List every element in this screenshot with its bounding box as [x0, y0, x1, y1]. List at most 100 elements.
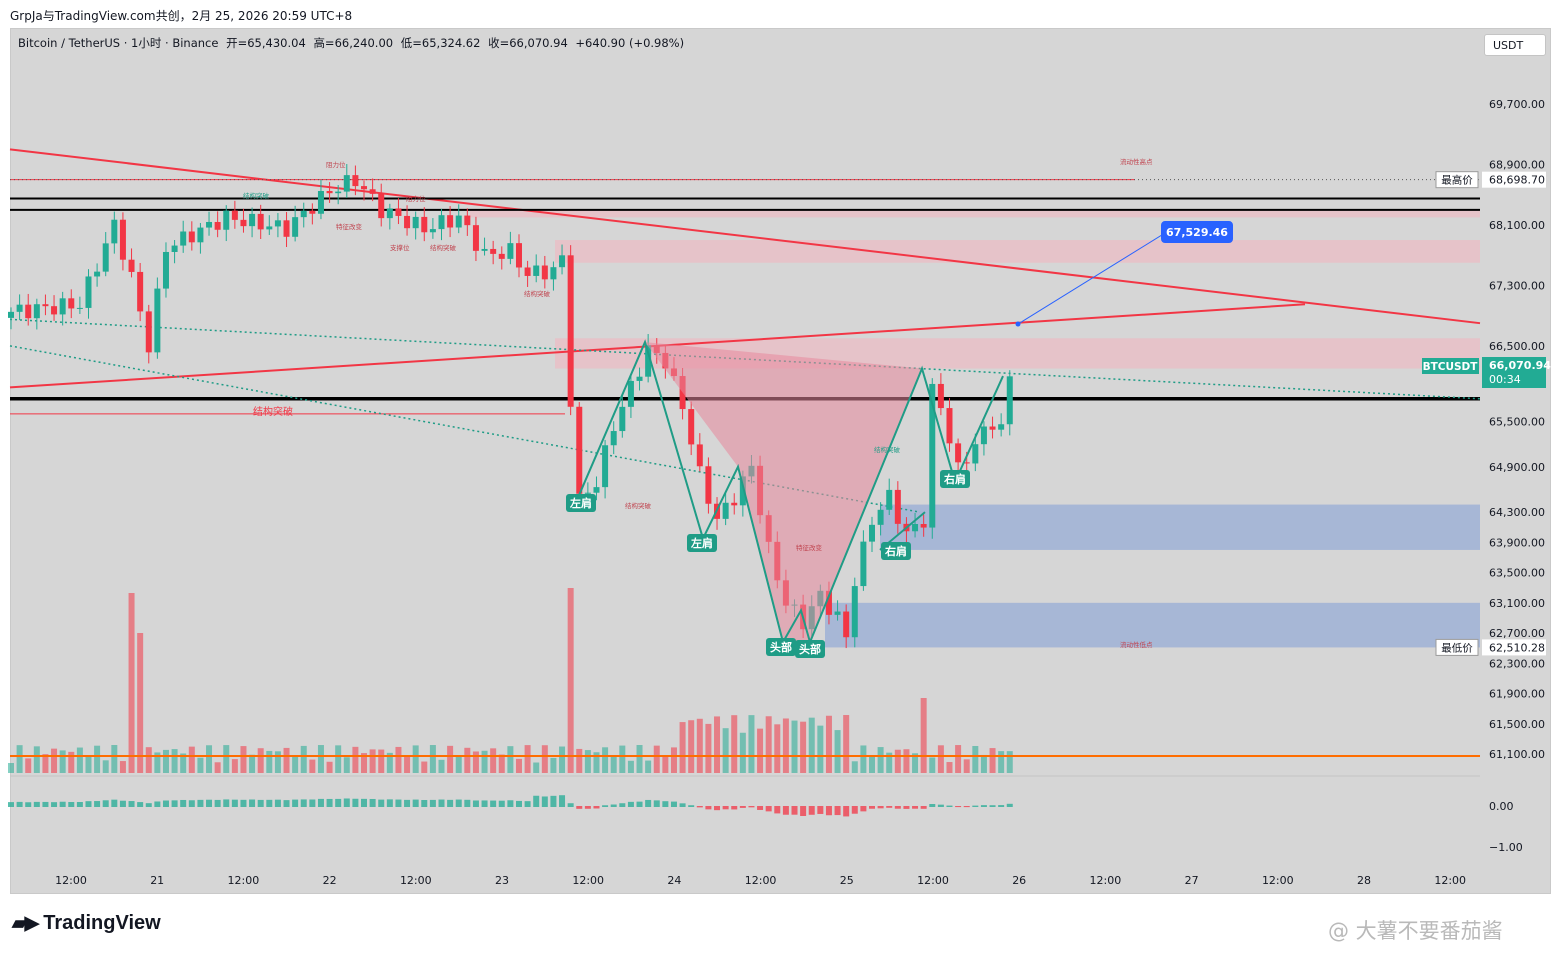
macd-histogram-bar: [739, 806, 746, 808]
volume-bar: [145, 747, 152, 773]
macd-histogram-bar: [946, 805, 953, 807]
macd-histogram-bar: [33, 801, 40, 807]
time-tick-label: 22: [323, 874, 337, 887]
pattern-label-badge: [795, 640, 825, 658]
candle-body: [920, 524, 927, 528]
supply-zone: [555, 240, 1480, 263]
pattern-label-badge: [940, 470, 970, 488]
volume-bar: [51, 748, 58, 773]
volume-bar: [714, 716, 721, 773]
volume-bar: [782, 718, 789, 773]
candle-body: [989, 426, 996, 430]
candle-body: [636, 376, 643, 381]
candle-body: [524, 267, 531, 276]
candle-body: [490, 248, 497, 254]
volume-bar: [662, 756, 669, 773]
volume-bar: [188, 746, 195, 773]
candle-body: [369, 189, 376, 194]
candle-body: [180, 231, 187, 246]
volume-bar: [162, 749, 169, 773]
volume-bar: [886, 752, 893, 773]
macd-histogram-bar: [257, 799, 264, 807]
volume-bar: [980, 754, 987, 773]
macd-histogram-bar: [51, 802, 58, 807]
price-tick-label: 61,900.00: [1489, 688, 1545, 701]
macd-histogram-bar: [59, 801, 66, 807]
macd-histogram-bar: [214, 799, 221, 807]
volume-bar: [748, 715, 755, 773]
macd-histogram-bar: [145, 803, 152, 807]
volume-bar: [300, 745, 307, 773]
time-tick-label: 28: [1357, 874, 1371, 887]
macd-histogram-bar: [972, 805, 979, 807]
macd-histogram-bar: [576, 806, 583, 809]
volume-bar: [808, 717, 815, 773]
time-tick-label: 12:00: [745, 874, 777, 887]
macd-histogram-bar: [920, 806, 927, 809]
volume-bar: [429, 745, 436, 773]
candle-body: [576, 406, 583, 494]
volume-bar: [1006, 751, 1013, 773]
volume-bar: [490, 748, 497, 773]
candle-body: [894, 489, 901, 524]
macd-histogram-bar: [929, 804, 936, 807]
time-tick-label: 27: [1185, 874, 1199, 887]
volume-bar: [670, 747, 677, 773]
small-annotation: 结构突破: [524, 289, 551, 298]
volume-bar: [636, 745, 643, 773]
candle-body: [257, 213, 264, 230]
volume-bar: [180, 753, 187, 773]
pattern-label: 左肩: [690, 536, 713, 550]
volume-bar: [102, 760, 109, 773]
max-price-tag-text: 最高价: [1441, 174, 1473, 187]
price-tick-label: 63,500.00: [1489, 567, 1545, 580]
macd-histogram-bar: [696, 806, 703, 808]
target-label: 67,529.46: [1166, 226, 1228, 239]
candle-body: [429, 229, 436, 233]
macd-histogram-bar: [817, 806, 824, 814]
volume-bar: [231, 759, 238, 773]
volume-bar: [739, 732, 746, 773]
macd-histogram-bar: [559, 795, 566, 807]
volume-bar: [817, 725, 824, 773]
time-tick-label: 12:00: [1090, 874, 1122, 887]
macd-histogram-bar: [119, 800, 126, 807]
max-price-value-box: [1482, 171, 1546, 188]
volume-bar: [68, 751, 75, 773]
volume-bar: [498, 754, 505, 773]
macd-histogram-bar: [447, 799, 454, 807]
volume-bar: [171, 749, 178, 773]
volume-bar: [722, 728, 729, 773]
macd-histogram-bar: [317, 798, 324, 807]
candle-body: [722, 502, 729, 519]
macd-histogram-bar: [722, 806, 729, 810]
macd-tick-label: 0.00: [1489, 800, 1514, 813]
candle-body: [361, 186, 368, 190]
candle-body: [696, 444, 703, 467]
volume-bar: [610, 756, 617, 773]
candle-body: [851, 586, 858, 638]
volume-bar: [998, 751, 1005, 773]
macd-histogram-bar: [25, 802, 32, 807]
descending-trendline: [9, 148, 1481, 325]
max-price-value: 68,698.70: [1489, 174, 1545, 187]
macd-histogram-bar: [309, 799, 316, 807]
macd-histogram-bar: [154, 801, 161, 807]
small-annotation: 结构突破: [430, 243, 457, 252]
small-annotation: 结构突破: [874, 445, 901, 454]
price-tick-label: 64,300.00: [1489, 506, 1545, 519]
candle-body: [438, 215, 445, 230]
macd-histogram-bar: [300, 799, 307, 807]
macd-histogram-bar: [180, 799, 187, 807]
macd-histogram-bar: [955, 806, 962, 808]
volume-bar: [352, 746, 359, 773]
currency-selector[interactable]: USDT: [1484, 34, 1546, 56]
target-projection-line: [1017, 232, 1166, 325]
macd-histogram-bar: [266, 799, 273, 807]
macd-histogram-bar: [705, 806, 712, 810]
price-tick-label: 68,100.00: [1489, 219, 1545, 232]
macd-histogram-bar: [429, 799, 436, 807]
volume-bar: [602, 747, 609, 773]
time-tick-label: 12:00: [55, 874, 87, 887]
